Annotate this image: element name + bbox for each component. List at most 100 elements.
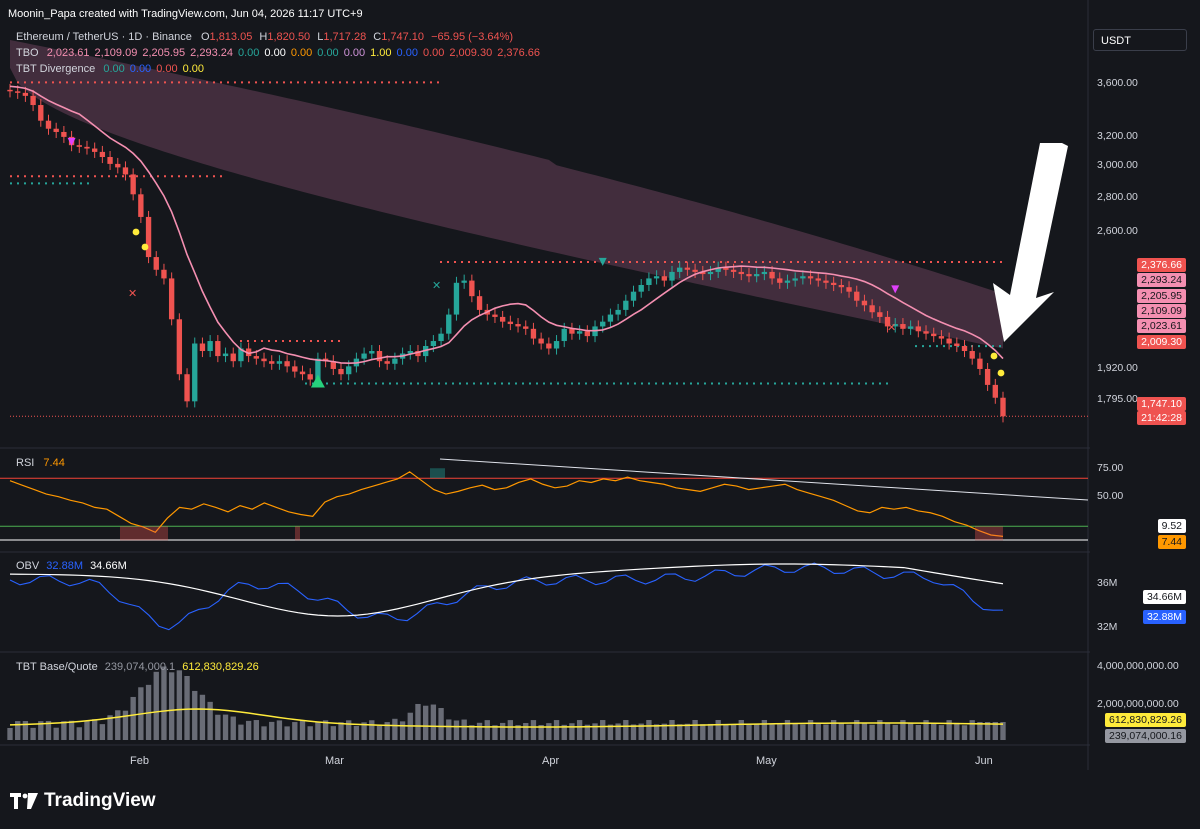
candle xyxy=(276,361,283,364)
volume-bar xyxy=(245,720,252,740)
tbo-flag: 0.00 xyxy=(343,47,366,59)
volume-bar xyxy=(530,720,537,740)
volume-bar xyxy=(846,724,852,740)
candle xyxy=(307,374,313,380)
candle xyxy=(861,300,868,306)
candle xyxy=(22,92,29,96)
candle xyxy=(730,269,737,272)
volume-bar xyxy=(669,720,675,740)
warning-dot-icon xyxy=(141,243,149,251)
volume-bar xyxy=(423,705,429,740)
volume-bar xyxy=(730,724,737,740)
volume-bar xyxy=(299,720,306,740)
price-axis-label: 2,800.00 xyxy=(1097,191,1138,203)
candle xyxy=(769,271,775,279)
candle xyxy=(61,131,67,137)
candle xyxy=(138,194,144,217)
tbo-indicator-line[interactable]: TBO 2,023.61 2,109.09 2,205.95 2,293.24 0.00… xyxy=(16,47,540,59)
symbol-line: Ethereum / TetherUS · 1D · Binance O1,81… xyxy=(16,31,514,43)
volume-bar xyxy=(969,720,975,740)
tradingview-logo[interactable]: TradingView xyxy=(10,790,156,812)
volume-axis-4b: 4,000,000,000.00 xyxy=(1097,660,1179,672)
candle xyxy=(846,287,852,292)
volume-bar xyxy=(692,720,698,740)
candle xyxy=(315,358,321,380)
volume-bar xyxy=(107,715,113,740)
sell-signal-triangle xyxy=(67,137,76,146)
candle xyxy=(561,328,567,342)
candle xyxy=(338,368,344,375)
candle xyxy=(646,278,652,285)
candle xyxy=(700,271,706,275)
symbol-title[interactable]: Ethereum / TetherUS · 1D · Binance xyxy=(16,31,192,43)
volume-bar xyxy=(61,721,67,740)
obv-ma-line xyxy=(9,563,1004,617)
candle xyxy=(438,333,444,342)
candle xyxy=(407,351,413,354)
volume-bar xyxy=(830,720,837,740)
candle xyxy=(369,351,375,354)
volume-bar xyxy=(15,721,21,740)
divergence-value: 0.00 xyxy=(182,63,205,75)
volume-legend[interactable]: TBT Base/Quote 239,074,000.1 612,830,829… xyxy=(16,661,259,673)
warning-dot-icon xyxy=(132,228,140,236)
candle xyxy=(854,291,860,301)
volume-bar xyxy=(253,720,259,740)
candle xyxy=(207,341,213,352)
candle xyxy=(253,356,259,359)
candle xyxy=(392,358,398,364)
candle xyxy=(576,331,583,334)
volume-bar xyxy=(476,722,483,740)
volume-bar xyxy=(453,720,460,740)
divergence-indicator-line[interactable]: TBT Divergence 0.00 0.00 0.00 0.00 xyxy=(16,63,204,75)
candle xyxy=(653,276,660,279)
volume-bar xyxy=(446,719,452,740)
candle xyxy=(931,333,937,337)
candle xyxy=(907,326,914,329)
candle xyxy=(823,280,829,283)
candle xyxy=(453,282,460,315)
candle xyxy=(800,276,806,279)
cross-signal-icon: ✕ xyxy=(432,279,441,292)
volume-bar xyxy=(984,722,991,740)
currency-button[interactable]: USDT xyxy=(1093,29,1187,51)
cloud-band xyxy=(10,40,1003,349)
volume-bar xyxy=(499,722,506,740)
candle xyxy=(723,267,729,270)
candle xyxy=(161,269,167,279)
volume-bar xyxy=(192,690,198,740)
volume-bar xyxy=(292,722,298,740)
candle xyxy=(376,351,383,362)
candle xyxy=(807,276,814,279)
cross-signal-icon: ✕ xyxy=(887,321,896,334)
volume-bar xyxy=(430,704,437,740)
candle xyxy=(15,91,21,93)
candle xyxy=(415,351,421,357)
candle xyxy=(330,361,336,369)
volume-bar xyxy=(684,723,691,740)
volume-bar xyxy=(700,724,706,740)
obv-legend[interactable]: OBV 32.88M 34.66M xyxy=(16,560,127,572)
volume-bar xyxy=(284,726,290,740)
volume-bar xyxy=(399,721,406,740)
sell-signal-triangle xyxy=(891,285,900,294)
rsi-oversold-fill xyxy=(975,526,1003,541)
candle xyxy=(784,280,791,283)
candle xyxy=(746,274,752,277)
tbo-flag: 0.00 xyxy=(238,47,260,59)
tbo-value: 2,205.95 xyxy=(142,47,186,59)
candle xyxy=(738,271,744,275)
time-axis-label: Apr xyxy=(542,755,560,767)
candle xyxy=(754,274,760,277)
volume-bar xyxy=(869,724,875,740)
cross-signal-icon: ✕ xyxy=(128,287,137,300)
candle xyxy=(292,366,298,372)
volume-bar xyxy=(584,724,590,740)
volume-ma-line xyxy=(9,708,1004,728)
candle xyxy=(992,384,998,398)
divergence-value: 0.00 xyxy=(129,63,152,75)
rsi-legend[interactable]: RSI 7.44 xyxy=(16,457,65,469)
volume-bar xyxy=(353,726,360,740)
